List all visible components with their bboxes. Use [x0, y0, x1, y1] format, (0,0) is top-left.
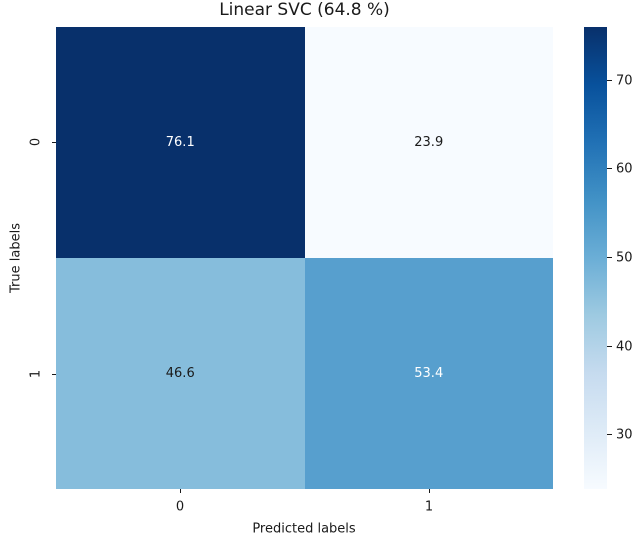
- heatmap-cell-true0-pred0: 76.1: [56, 27, 305, 258]
- x-tickmark-1: [429, 489, 430, 493]
- colorbar-tick-label: 30: [616, 427, 633, 443]
- colorbar-tickmark: [607, 168, 612, 170]
- heatmap-cell-true1-pred0: 46.6: [56, 258, 305, 489]
- cell-value: 76.1: [165, 135, 195, 150]
- colorbar-tickmark: [607, 80, 612, 82]
- x-tick-label-0: 0: [175, 499, 185, 515]
- y-tick-label-0: 0: [28, 137, 44, 147]
- colorbar-tickmark: [607, 433, 612, 435]
- y-tickmark-1: [52, 374, 56, 375]
- colorbar-tick-label: 70: [616, 73, 633, 89]
- chart-title: Linear SVC (64.8 %): [219, 0, 390, 20]
- cell-value: 53.4: [414, 366, 444, 381]
- colorbar-tick-label: 40: [616, 339, 633, 355]
- cell-value: 46.6: [165, 366, 195, 381]
- colorbar-tick-label: 50: [616, 250, 633, 266]
- colorbar-ticks: 70 60 50 40 30: [607, 27, 640, 489]
- colorbar: [584, 27, 607, 489]
- colorbar-tickmark: [607, 345, 612, 347]
- colorbar-tick-label: 60: [616, 161, 633, 177]
- x-tick-label-1: 1: [424, 499, 434, 515]
- heatmap-cell-true1-pred1: 53.4: [304, 258, 553, 489]
- y-tick-label-1: 1: [28, 369, 44, 379]
- heatmap: 76.1 23.9 46.6 53.4: [56, 27, 553, 489]
- y-axis-label: True labels: [8, 223, 24, 293]
- cell-value: 23.9: [414, 135, 444, 150]
- heatmap-cell-true0-pred1: 23.9: [304, 27, 553, 258]
- y-tickmark-0: [52, 142, 56, 143]
- x-tickmark-0: [180, 489, 181, 493]
- colorbar-tickmark: [607, 257, 612, 258]
- x-axis-label: Predicted labels: [252, 521, 356, 537]
